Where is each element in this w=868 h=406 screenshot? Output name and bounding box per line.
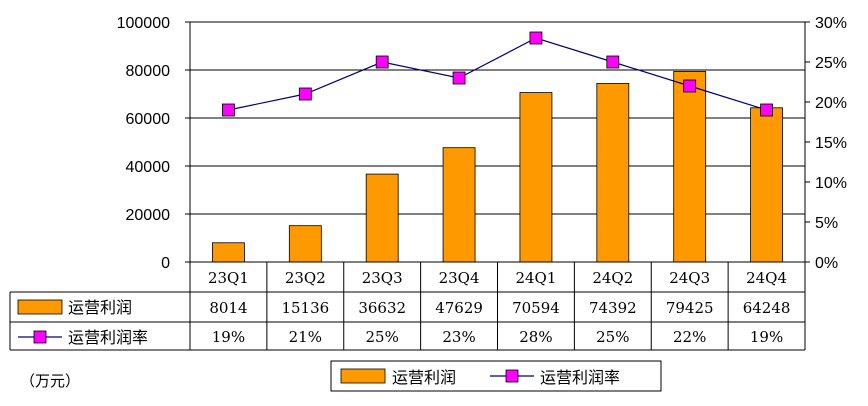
gridlines	[190, 21, 805, 215]
data-label: 15136	[281, 299, 329, 317]
data-label: 19%	[750, 328, 783, 346]
y-right-tick-label: 15%	[815, 135, 847, 152]
legend-label: 运营利润	[392, 368, 456, 387]
rate-point	[452, 71, 466, 85]
y-right-tick-label: 5%	[815, 215, 838, 232]
y-right-tick-label: 30%	[815, 15, 847, 32]
bar	[212, 242, 245, 263]
rate-point	[760, 103, 773, 117]
rate-point	[222, 103, 235, 117]
y-left-tick-label: 60000	[126, 111, 171, 128]
x-tick-label: 24Q4	[746, 269, 787, 287]
unit-label: （万元）	[20, 372, 81, 390]
data-label: 74392	[589, 299, 637, 317]
data-label: 79425	[666, 299, 714, 317]
rate-point	[298, 87, 312, 101]
data-label: 28%	[519, 328, 552, 346]
data-label: 25%	[596, 328, 629, 346]
y-axis-left: 0 20000 40000 60000 80000 100000	[117, 15, 191, 272]
x-tick-label: 24Q2	[592, 269, 633, 287]
x-tick-label: 23Q2	[285, 269, 326, 287]
table-key-marker	[33, 330, 47, 344]
data-label: 8014	[209, 299, 247, 317]
table-row-label: 运营利润	[68, 298, 132, 317]
y-left-tick-label: 20000	[126, 207, 171, 224]
bar	[673, 70, 707, 263]
legend-label: 运营利润率	[540, 368, 620, 387]
data-label: 47629	[435, 299, 483, 317]
x-tick-label: 24Q1	[515, 269, 556, 287]
legend-swatch-marker	[505, 369, 519, 383]
x-tick-label: 23Q3	[362, 269, 403, 287]
x-tick-label: 24Q3	[669, 269, 710, 287]
data-label: 23%	[442, 328, 475, 346]
legend: 运营利润 运营利润率	[330, 360, 662, 392]
table-row-label: 运营利润率	[68, 328, 148, 347]
bar	[750, 107, 783, 263]
data-label: 70594	[512, 299, 560, 317]
data-label: 25%	[366, 328, 399, 346]
rate-line-path	[228, 37, 767, 111]
rate-line	[222, 31, 773, 117]
bar	[519, 92, 553, 263]
data-table: 23Q1 23Q2 23Q3 23Q4 24Q1 24Q2 24Q3 24Q4 8014 1513…	[9, 261, 806, 351]
y-left-tick-label: 0	[161, 255, 170, 272]
y-left-tick-label: 40000	[126, 159, 171, 176]
bar	[596, 83, 630, 263]
rate-point	[529, 31, 543, 45]
y-right-tick-label: 25%	[815, 55, 847, 72]
bar	[442, 147, 476, 263]
data-label: 22%	[673, 328, 706, 346]
rate-point	[375, 55, 389, 69]
y-right-tick-label: 0%	[815, 255, 838, 272]
table-key-bar	[17, 299, 63, 315]
bar	[288, 225, 322, 263]
y-axis-right: 0% 5% 10% 15% 20% 25% 30%	[804, 15, 847, 272]
y-right-tick-label: 10%	[815, 175, 847, 192]
legend-swatch-bar	[340, 368, 386, 384]
y-right-tick-label: 20%	[815, 95, 847, 112]
x-tick-label: 23Q1	[208, 269, 249, 287]
x-tick-label: 23Q4	[439, 269, 480, 287]
rate-point	[683, 79, 697, 93]
data-label: 64248	[743, 299, 791, 317]
bar	[365, 173, 399, 263]
bars	[212, 70, 783, 263]
y-left-tick-label: 80000	[126, 63, 171, 80]
y-left-tick-label: 100000	[117, 15, 170, 32]
data-label: 19%	[212, 328, 245, 346]
data-label: 36632	[358, 299, 406, 317]
rate-point	[606, 55, 620, 69]
data-label: 21%	[289, 328, 322, 346]
